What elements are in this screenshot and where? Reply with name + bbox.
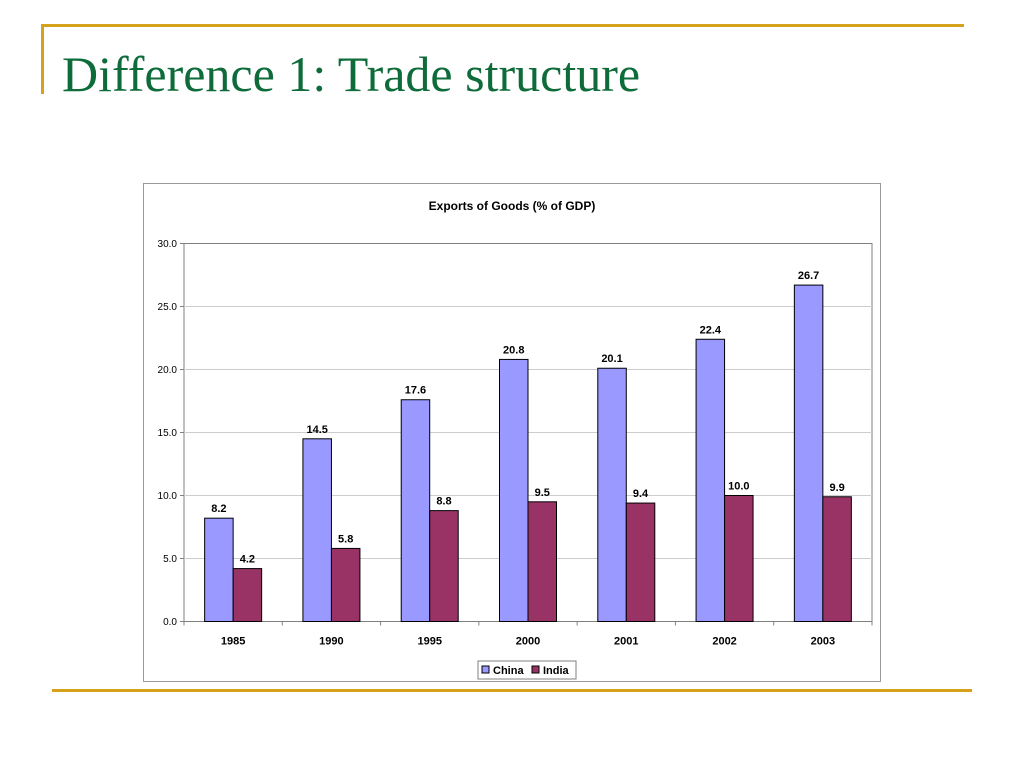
bar-china-1985 — [204, 517, 234, 622]
data-label-china-1990: 14.5 — [306, 424, 327, 436]
accent-rule-left — [41, 24, 44, 94]
y-tick-label: 20.0 — [158, 365, 178, 376]
chart-container: Exports of Goods (% of GDP) 0.0 5.0 10.0 15… — [143, 183, 881, 682]
slide-title: Difference 1: Trade structure — [62, 46, 641, 102]
chart-title: Exports of Goods (% of GDP) — [429, 199, 596, 213]
legend-box — [477, 660, 577, 680]
accent-rule-bottom — [52, 689, 972, 692]
data-label-india-2001: 9.4 — [633, 488, 649, 500]
bar-india-2002 — [724, 495, 754, 622]
bar-india-2001 — [625, 502, 656, 622]
legend-label-india: India — [543, 665, 570, 677]
bar-china-2003 — [793, 284, 824, 623]
y-tick-label: 15.0 — [158, 428, 178, 439]
bar-china-1995 — [400, 399, 431, 622]
x-tick-label: 1985 — [221, 636, 245, 648]
legend-swatch-india — [531, 665, 540, 674]
accent-rule-top — [41, 24, 964, 27]
bar-china-2002 — [695, 338, 726, 622]
bar-india-1990 — [330, 547, 361, 623]
bar-china-1990 — [302, 438, 332, 622]
x-tick-label: 2001 — [614, 636, 638, 648]
bar-china-2000 — [499, 358, 529, 622]
data-label-india-2003: 9.9 — [829, 482, 844, 494]
data-label-india-1990: 5.8 — [338, 533, 353, 545]
x-tick-label: 2003 — [811, 636, 835, 648]
data-label-china-2001: 20.1 — [601, 353, 622, 365]
data-label-china-1985: 8.2 — [211, 503, 226, 515]
data-label-china-2003: 26.7 — [798, 270, 819, 282]
bar-india-2003 — [822, 496, 852, 623]
x-tick-label: 1995 — [417, 636, 441, 648]
x-tick-label: 1990 — [319, 636, 343, 648]
data-label-china-2000: 20.8 — [503, 344, 524, 356]
y-tick-label: 30.0 — [158, 239, 178, 250]
legend-label-china: China — [493, 665, 524, 677]
x-tick-label: 2002 — [712, 636, 736, 648]
bar-india-2000 — [527, 501, 557, 622]
bar-china-2001 — [597, 367, 627, 622]
data-label-india-2002: 10.0 — [728, 481, 749, 493]
bar-chart: Exports of Goods (% of GDP) 0.0 5.0 10.0 15… — [158, 199, 873, 680]
y-tick-label: 5.0 — [163, 554, 177, 565]
data-label-china-1995: 17.6 — [405, 385, 426, 397]
data-label-india-1995: 8.8 — [436, 496, 451, 508]
y-tick-label: 10.0 — [158, 491, 178, 502]
data-label-china-2002: 22.4 — [700, 324, 722, 336]
data-label-india-2000: 9.5 — [535, 487, 550, 499]
legend-swatch-china — [481, 665, 490, 674]
bar-india-1985 — [232, 568, 263, 622]
y-tick-label: 25.0 — [158, 302, 178, 313]
bar-india-1995 — [429, 510, 459, 622]
x-tick-label: 2000 — [516, 636, 540, 648]
data-label-india-1985: 4.2 — [240, 554, 255, 566]
y-tick-label: 0.0 — [163, 617, 177, 628]
